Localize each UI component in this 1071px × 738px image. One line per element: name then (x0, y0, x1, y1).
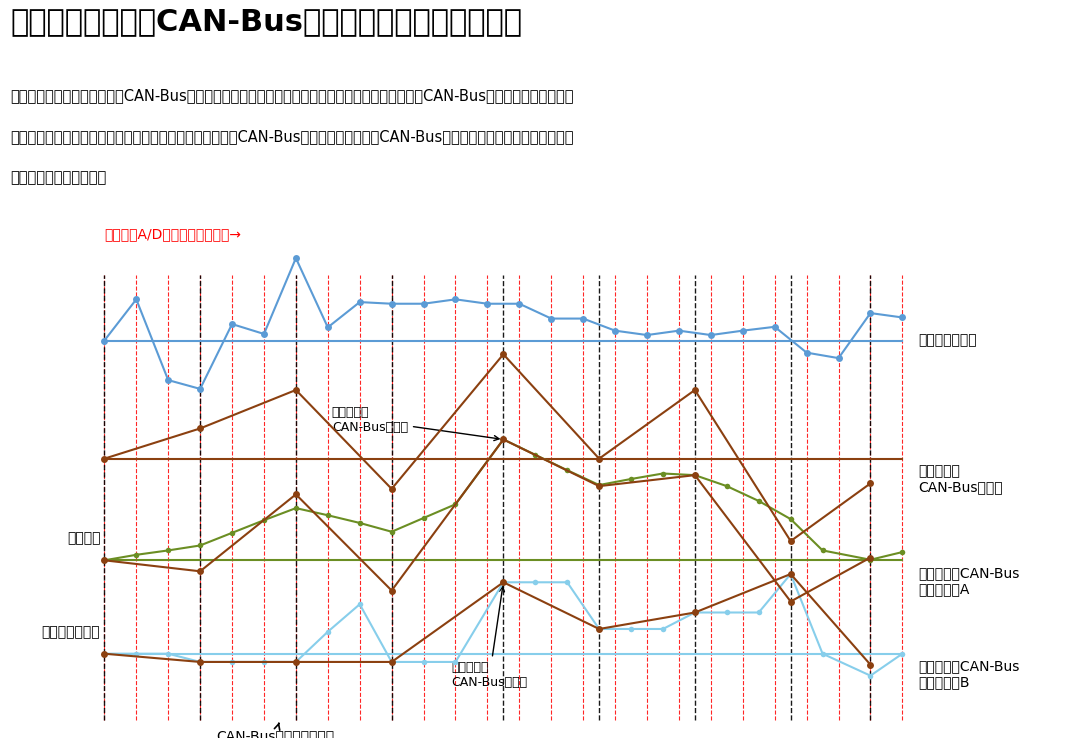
Text: 実際の波形
CAN-Busデータ: 実際の波形 CAN-Busデータ (332, 407, 499, 441)
Text: ケースがあるようです。: ケースがあるようです。 (11, 170, 107, 184)
Text: 補間されたCAN-Bus
データ波形B: 補間されたCAN-Bus データ波形B (918, 659, 1020, 689)
Text: アナログデータとCAN-Busデータの同期計測について: アナログデータとCAN-Busデータの同期計測について (11, 7, 523, 36)
Text: 直線補間: 直線補間 (66, 531, 101, 545)
Text: CAN-Busのサンプリング: CAN-Busのサンプリング (216, 723, 334, 738)
Text: 補間されたCAN-Bus
データ波形A: 補間されたCAN-Bus データ波形A (918, 566, 1020, 596)
Text: 複数のメーカーから販売されていますが実際にアナログとCAN-Busを同時に計測するとCAN-Busデータの波形が実際の波形と違う: 複数のメーカーから販売されていますが実際にアナログとCAN-Busを同時に計測す… (11, 129, 574, 144)
Text: 近年、アナログ信号と同時にCAN-Bus信号を同時に入力し同期計測をするケースが増えています。CAN-Busが入力できる計測器は: 近年、アナログ信号と同時にCAN-Bus信号を同時に入力し同期計測をするケースが… (11, 89, 574, 103)
Text: 実際の波形
CAN-Busデータ: 実際の波形 CAN-Busデータ (918, 464, 1002, 494)
Text: アナログデータ: アナログデータ (918, 334, 977, 348)
Text: アナログA/Dのサンプリング　→: アナログA/Dのサンプリング → (104, 227, 241, 241)
Text: 前データを保持: 前データを保持 (42, 625, 101, 638)
Text: 実際の波形
CAN-Busデータ: 実際の波形 CAN-Busデータ (452, 587, 528, 689)
